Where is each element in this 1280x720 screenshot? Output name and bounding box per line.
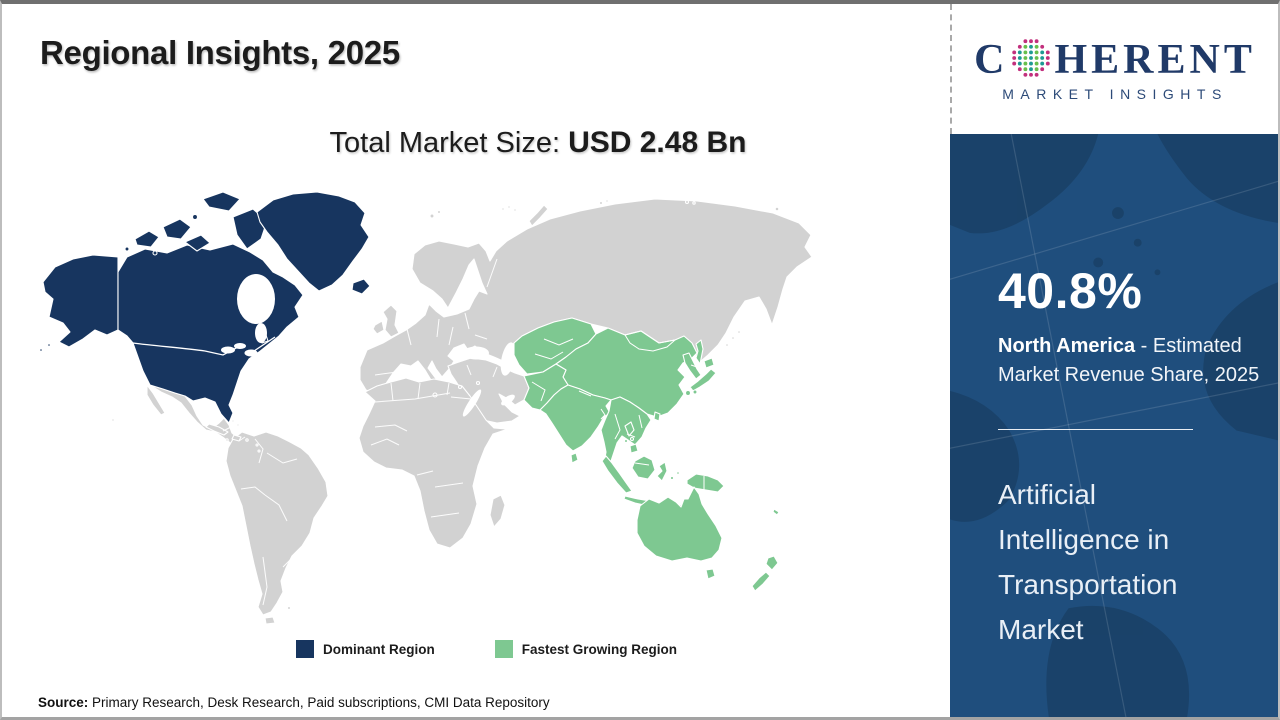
fastest-growing-region-swatch-icon xyxy=(494,640,513,658)
map-country-borders xyxy=(222,258,498,606)
logo-tagline: MARKET INSIGHTS xyxy=(1002,85,1228,102)
source-note: Source: Primary Research, Desk Research,… xyxy=(38,695,550,710)
total-market-size-value: USD 2.48 Bn xyxy=(568,126,747,159)
page-title: Regional Insights, 2025 xyxy=(40,34,400,71)
map-dominant-region-north-america xyxy=(39,191,371,424)
sidebar-panel: 40.8% North America - Estimated Market R… xyxy=(950,134,1278,717)
stat-value: 40.8% xyxy=(998,263,1143,319)
logo-letter-c: C xyxy=(974,36,1009,83)
map-fastest-growing-region-asia-pacific xyxy=(513,317,780,592)
fastest-growing-region-label: Fastest Growing Region xyxy=(521,641,678,657)
legend-item-fastest-growing: Fastest Growing Region xyxy=(494,640,678,658)
dominant-region-swatch-icon xyxy=(296,640,314,658)
legend-item-dominant: Dominant Region xyxy=(296,640,435,658)
logo-area: C HERENT MARKET INSIGHTS xyxy=(950,4,1278,134)
total-market-size: Total Market Size: USD 2.48 Bn xyxy=(128,126,948,160)
market-name: Artificial Intelligence in Transportatio… xyxy=(998,479,1178,645)
sidebar-divider xyxy=(998,429,1193,430)
source-text: Primary Research, Desk Research, Paid su… xyxy=(88,695,550,710)
stat-description-rest: - Estimated Market Revenue Share, 2025 xyxy=(998,335,1260,386)
world-map xyxy=(39,191,813,625)
stat-region-name: North America xyxy=(998,335,1136,357)
map-other-regions xyxy=(111,198,813,625)
logo-globe-icon xyxy=(1012,38,1051,77)
logo-letters-herent: HERENT xyxy=(1054,36,1256,83)
source-prefix: Source: xyxy=(38,695,89,710)
map-asia-country-borders xyxy=(531,330,705,490)
map-us-canada-border xyxy=(132,336,276,356)
stat-description: North America - Estimated Market Revenue… xyxy=(998,332,1266,389)
logo-wordmark: C HERENT xyxy=(974,37,1256,83)
total-market-size-label: Total Market Size: xyxy=(329,127,569,159)
map-lakes xyxy=(221,274,516,417)
map-legend: Dominant Region Fastest Growing Region xyxy=(296,640,737,658)
dominant-region-label: Dominant Region xyxy=(323,641,435,657)
sidebar-map-texture xyxy=(950,134,1278,717)
